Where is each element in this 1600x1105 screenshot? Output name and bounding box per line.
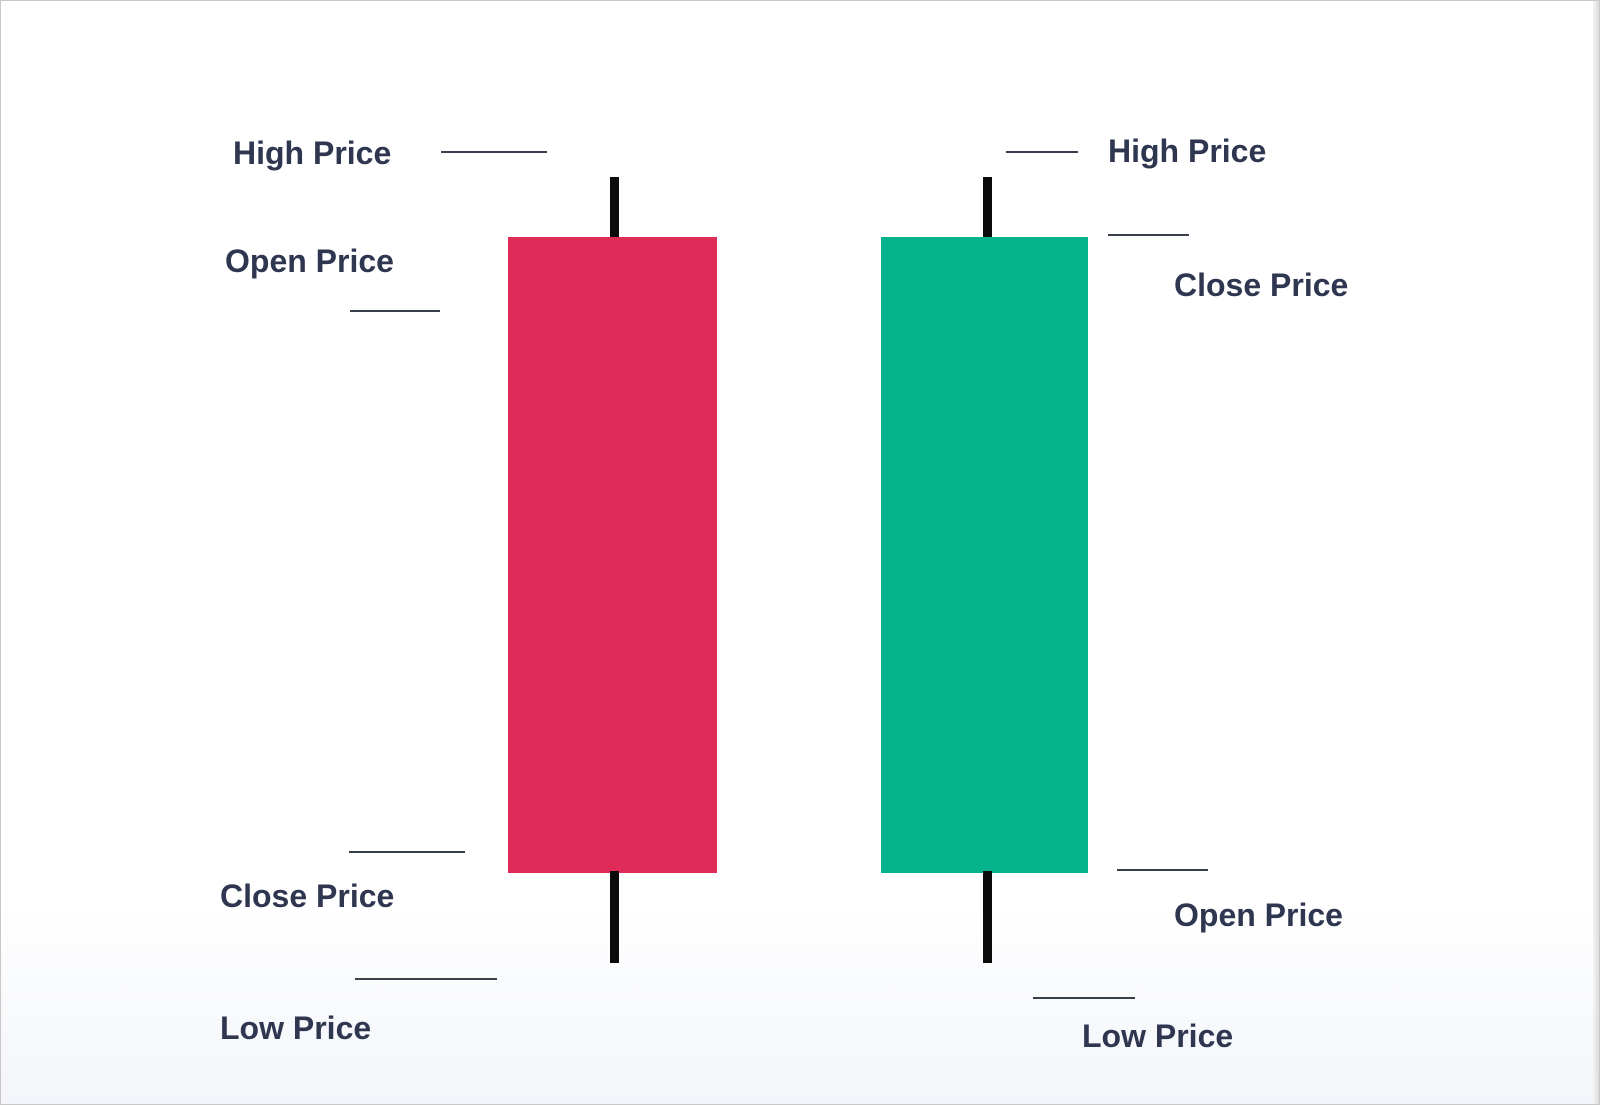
bearish-low-leader	[355, 978, 497, 980]
bullish-open-leader	[1117, 869, 1208, 871]
bullish-open-label: Open Price	[1174, 897, 1343, 933]
bullish-high-label: High Price	[1108, 133, 1267, 169]
bearish-open-leader	[350, 310, 440, 312]
bearish-high-leader	[441, 151, 547, 153]
frame-edge	[1593, 1, 1599, 1104]
bearish-close-label: Close Price	[220, 878, 395, 914]
bullish-close-label: Close Price	[1174, 267, 1349, 303]
bearish-open-label: Open Price	[225, 243, 394, 279]
bearish-low-label: Low Price	[220, 1010, 372, 1046]
bullish-low-label: Low Price	[1082, 1018, 1234, 1054]
bearish-close-leader	[349, 851, 465, 853]
bullish-high-leader	[1006, 151, 1078, 153]
bearish-lower-wick	[610, 871, 619, 963]
bullish-low-leader	[1033, 997, 1135, 999]
bearish-candle-body	[508, 237, 717, 873]
bearish-upper-wick	[610, 177, 619, 239]
bullish-close-leader	[1108, 234, 1189, 236]
bullish-candle-body	[881, 237, 1088, 873]
bullish-lower-wick	[983, 871, 992, 963]
bearish-high-label: High Price	[233, 135, 392, 171]
bullish-upper-wick	[983, 177, 992, 239]
